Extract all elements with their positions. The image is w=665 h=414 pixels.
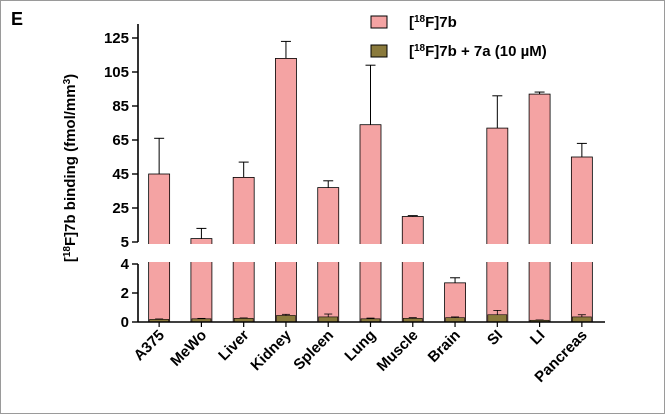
y-tick-label: 4 <box>121 256 130 273</box>
x-tick-label: SI <box>484 327 506 349</box>
x-tick-label: Kidney <box>247 326 295 374</box>
y-tick-label: 105 <box>104 64 129 81</box>
legend-label-series-2: [18F]7b + 7a (10 µM) <box>409 43 547 61</box>
x-tick-label: Brain <box>425 327 464 366</box>
y-tick-label: 5 <box>121 234 129 251</box>
panel-letter: E <box>11 9 23 29</box>
bar-series-2 <box>276 315 296 323</box>
bar-series-1 <box>359 124 382 323</box>
legend-swatch-series-1 <box>370 15 388 29</box>
bar-series-1 <box>275 58 297 323</box>
x-tick-label: LI <box>527 327 548 348</box>
bar-series-1 <box>444 282 466 323</box>
bar-series-1 <box>486 127 509 323</box>
y-tick-label: 0 <box>121 314 129 331</box>
y-tick-label: 85 <box>112 98 129 115</box>
x-tick-label: A375 <box>131 327 168 364</box>
bar-series-1 <box>570 156 593 323</box>
x-tick-label: MeWo <box>167 327 210 370</box>
y-axis-title: [18F]7b binding (fmol/mm3) <box>62 74 80 262</box>
bar-series-1 <box>401 216 424 323</box>
y-tick-label: 125 <box>104 30 129 47</box>
x-tick-label: Muscle <box>374 327 422 375</box>
y-tick-label: 25 <box>112 200 129 217</box>
x-tick-label: Spleen <box>290 327 337 374</box>
bar-series-2 <box>487 314 508 323</box>
axis-break-gap <box>126 244 605 262</box>
x-tick-label: Lung <box>341 327 379 365</box>
y-tick-label: 2 <box>121 285 129 302</box>
bar-series-1 <box>528 93 551 323</box>
legend-swatch-series-2 <box>370 44 388 58</box>
y-tick-label: 45 <box>112 166 129 183</box>
y-tick-label: 65 <box>112 132 129 149</box>
legend-label-series-1: [18F]7b <box>409 14 457 32</box>
legend: [18F]7b [18F]7b + 7a (10 µM) <box>370 14 547 61</box>
x-tick-label: Liver <box>215 327 252 364</box>
